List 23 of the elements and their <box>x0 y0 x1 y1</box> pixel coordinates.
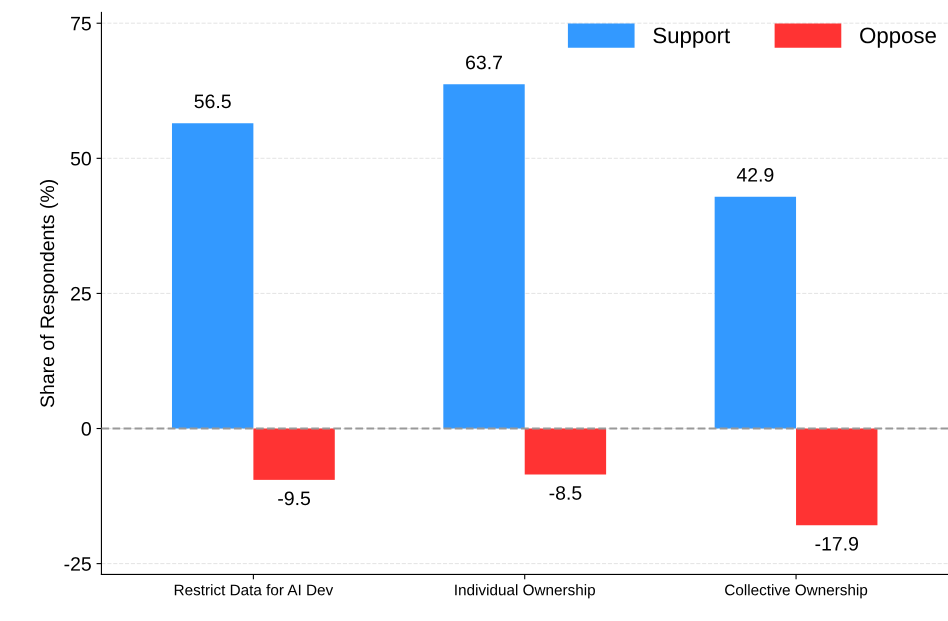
bar <box>714 196 796 429</box>
y-tick-label: 0 <box>82 422 91 436</box>
y-tick-label: 75 <box>71 16 91 30</box>
bar <box>443 84 525 429</box>
bar <box>172 123 254 429</box>
bar <box>524 428 606 474</box>
y-axis-title: Share of Respondents (%) <box>40 180 58 408</box>
data-label: 63.7 <box>466 56 502 70</box>
bar <box>253 428 335 480</box>
data-label: -8.5 <box>550 486 582 500</box>
data-label: 42.9 <box>736 168 774 182</box>
x-tick-label: Individual Ownership <box>455 584 595 598</box>
x-tick-label: Restrict Data for AI Dev <box>174 584 334 596</box>
data-label: -17.9 <box>815 536 858 551</box>
legend-label: Oppose <box>860 28 936 48</box>
y-tick-label: 50 <box>70 152 91 166</box>
legend-label: Support <box>653 28 730 48</box>
x-tick-label: Collective Ownership <box>725 584 868 598</box>
data-label: 56.5 <box>194 94 231 108</box>
data-label: -9.5 <box>278 491 310 506</box>
y-tick-label: 25 <box>71 286 91 301</box>
bar <box>796 428 878 526</box>
y-tick-label: -25 <box>64 557 91 571</box>
